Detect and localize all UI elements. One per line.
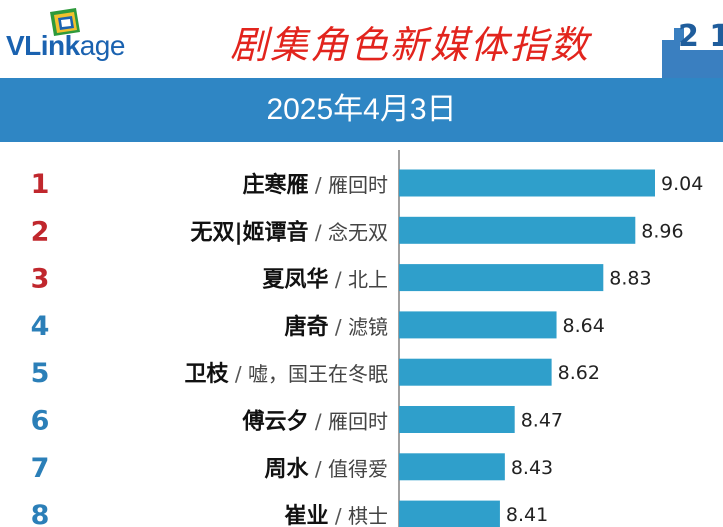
- label-separator: /: [329, 268, 348, 292]
- label-separator: /: [309, 410, 328, 434]
- bar: [399, 264, 604, 292]
- value-label: 8.83: [609, 268, 651, 290]
- drama-name: 值得爱: [328, 457, 388, 481]
- value-label: 8.43: [511, 457, 553, 479]
- category-label: 傅云夕 / 雁回时: [242, 409, 388, 435]
- value-label: 8.47: [521, 410, 563, 432]
- category-label: 庄寒雁 / 雁回时: [243, 172, 388, 198]
- bar: [399, 453, 505, 481]
- bar: [399, 406, 515, 433]
- category-label: 崔业 / 棋士: [285, 504, 388, 527]
- logo-wordmark: VLinkage: [6, 30, 125, 61]
- category-label: 无双|姬谭音 / 念无双: [191, 219, 389, 245]
- drama-name: 北上: [348, 268, 388, 292]
- rank-label: 7: [31, 453, 50, 484]
- bar: [399, 500, 500, 527]
- value-label: 9.04: [661, 173, 703, 195]
- rank-label: 1: [31, 169, 50, 200]
- bar-chart: 1 庄寒雁 / 雁回时 9.04 2 无双|姬谭音 / 念无双 8.96 3 夏凤华 / 北上…: [31, 150, 703, 527]
- role-name: 卫枝: [185, 362, 230, 387]
- label-separator: /: [329, 315, 348, 339]
- label-separator: /: [229, 362, 248, 386]
- rank-label: 6: [31, 406, 50, 437]
- bar: [399, 169, 655, 197]
- label-separator: /: [309, 457, 328, 481]
- category-label: 唐奇 / 滤镜: [285, 314, 388, 340]
- role-name: 周水: [265, 457, 310, 482]
- logo-mark-icon: [50, 8, 80, 36]
- drama-name: 棋士: [348, 504, 388, 527]
- drama-name: 嘘，国王在冬眠: [248, 362, 388, 386]
- drama-name: 念无双: [328, 220, 388, 244]
- role-name: 傅云夕: [242, 409, 309, 435]
- chart-date: 2025年4月3日: [266, 93, 457, 126]
- category-label: 卫枝 / 嘘，国王在冬眠: [185, 362, 388, 387]
- label-separator: /: [309, 173, 328, 197]
- rank-label: 3: [31, 264, 50, 295]
- chart-title: 剧集角色新媒体指数: [229, 23, 590, 67]
- bar: [399, 311, 557, 339]
- role-name: 夏凤华: [263, 267, 329, 293]
- label-separator: /: [309, 220, 328, 244]
- header: VLinkage 剧集角色新媒体指数 2 1: [0, 0, 723, 78]
- vlinkage-logo: VLinkage: [6, 8, 166, 68]
- rank-label: 4: [31, 311, 50, 342]
- drama-name: 滤镜: [348, 315, 388, 339]
- role-name: 无双|姬谭音: [191, 219, 309, 245]
- role-name: 崔业: [285, 504, 329, 527]
- drama-name: 雁回时: [328, 410, 388, 434]
- rank-label: 8: [31, 500, 50, 527]
- category-label: 周水 / 值得爱: [265, 457, 388, 482]
- bar: [399, 216, 636, 244]
- corner-decoration-icon: 2 1: [662, 19, 723, 78]
- value-label: 8.64: [563, 315, 605, 337]
- label-separator: /: [329, 504, 348, 527]
- value-label: 8.62: [558, 362, 600, 384]
- corner-decoration-text: 2 1: [678, 19, 723, 54]
- drama-name: 雁回时: [328, 173, 388, 197]
- role-name: 庄寒雁: [243, 172, 309, 198]
- bar: [399, 358, 552, 386]
- value-label: 8.41: [506, 504, 548, 526]
- category-label: 夏凤华 / 北上: [263, 267, 388, 293]
- rank-label: 5: [31, 358, 50, 389]
- value-label: 8.96: [641, 220, 683, 242]
- role-name: 唐奇: [285, 314, 329, 340]
- rank-label: 2: [31, 216, 50, 247]
- date-banner: 2025年4月3日: [0, 78, 723, 142]
